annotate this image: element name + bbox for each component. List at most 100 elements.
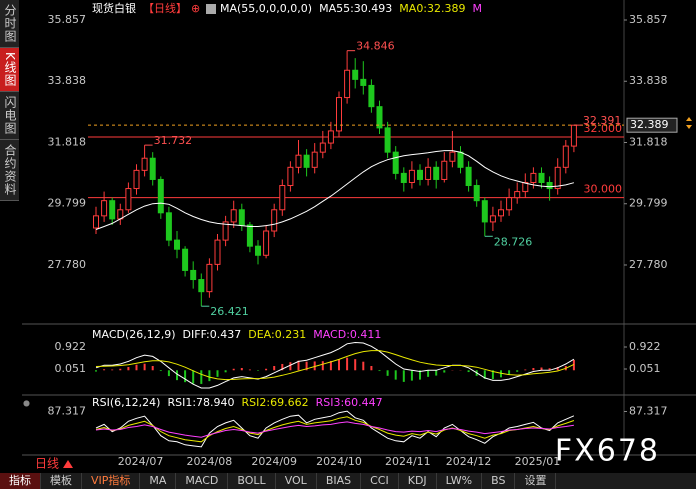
candle-body	[506, 197, 513, 211]
period-tab[interactable]: 日线	[35, 457, 59, 471]
candle-body	[368, 84, 375, 108]
candle-body	[489, 215, 496, 223]
candle-body	[101, 200, 108, 217]
series-line	[95, 416, 575, 443]
side-tab[interactable]: K线图	[0, 48, 19, 92]
candle-body	[546, 181, 553, 190]
dots: ●	[23, 399, 30, 408]
candle-body	[263, 230, 270, 256]
price-tag	[626, 117, 678, 133]
toolbar-item[interactable]: KDJ	[399, 473, 437, 489]
icon	[206, 4, 216, 14]
candle-body	[238, 209, 245, 226]
toolbar-item[interactable]: BS	[482, 473, 516, 489]
toolbar: 指标 模板 VIP指标 MA MACD BOLL VOL BIAS CCI KDJ LW% BS 设置	[0, 473, 696, 489]
toolbar-item[interactable]: BIAS	[317, 473, 362, 489]
candle-body	[182, 248, 189, 271]
candle-body	[530, 172, 537, 183]
annotation: 32.391	[583, 114, 622, 127]
sidebar: 分时图 K线图 闪电图 合约资料	[0, 0, 19, 201]
candle-body	[125, 188, 132, 211]
legend-entry: M	[473, 2, 483, 15]
candle-body	[295, 154, 302, 168]
candle-body	[408, 169, 415, 183]
side-tab[interactable]: 合约资料	[0, 139, 19, 201]
candle-body	[376, 106, 383, 129]
scroll-arrows[interactable]	[686, 117, 692, 129]
toolbar-item[interactable]: 指标	[0, 473, 41, 489]
toolbar-item[interactable]: MACD	[176, 473, 229, 489]
candle-body	[473, 185, 480, 202]
annotation: 34.846	[356, 40, 395, 53]
y-tick-label: 29.799	[48, 197, 87, 210]
candle-body	[279, 185, 286, 211]
candle-body	[384, 127, 391, 153]
candle-body	[206, 263, 213, 293]
legend-entry: RSI2:69.662	[242, 396, 309, 409]
legend-entry: DEA:0.231	[248, 328, 306, 341]
toolbar-item[interactable]: 模板	[41, 473, 82, 489]
annotation: 28.726	[494, 235, 533, 248]
series-line	[95, 341, 575, 389]
candle-body	[271, 209, 278, 232]
legend-entry: DIFF:0.437	[183, 328, 242, 341]
series-line	[95, 350, 575, 381]
toolbar-item[interactable]: VOL	[276, 473, 317, 489]
toolbar-item[interactable]: CCI	[361, 473, 399, 489]
price-tag-label: 32.389	[630, 118, 669, 131]
period: 【日线】	[143, 1, 187, 15]
legend-entry: MA55:30.493	[319, 2, 392, 15]
y-tick-label: 29.799	[629, 197, 668, 210]
candle-body	[360, 78, 367, 86]
candle-body	[149, 157, 156, 180]
toolbar-item[interactable]: LW%	[437, 473, 483, 489]
toolbar-item[interactable]: 设置	[515, 473, 557, 489]
y-tick-label: 35.857	[629, 13, 668, 26]
y-tick-label: 31.818	[629, 136, 668, 149]
series-line	[95, 410, 575, 448]
legend-entry: RSI1:78.940	[167, 396, 234, 409]
candle-body	[481, 200, 488, 223]
candle-body	[449, 151, 456, 162]
candle-body	[287, 166, 294, 187]
candle-body	[392, 151, 399, 174]
candle-body	[157, 178, 164, 214]
watermark: FX678	[555, 434, 660, 469]
toolbar-item[interactable]: BOLL	[228, 473, 276, 489]
annotation: 26.421	[210, 305, 249, 318]
x-tick-label: 2024/07	[118, 455, 164, 468]
candle-body	[498, 209, 504, 217]
side-tab[interactable]: 分时图	[0, 0, 19, 48]
candle-body	[246, 224, 253, 247]
toolbar-item[interactable]: VIP指标	[82, 473, 141, 489]
y-tick-label: 27.780	[48, 258, 87, 271]
toolbar-item[interactable]: MA	[140, 473, 177, 489]
panel-title: MACD(26,12,9)	[92, 328, 176, 341]
candle-body	[198, 279, 205, 293]
x-tick-label: 2024/10	[316, 455, 362, 468]
candle-body	[109, 200, 116, 220]
candle-body	[319, 142, 326, 153]
x-tick-label: 2024/11	[385, 455, 431, 468]
tab-arrow[interactable]	[63, 460, 73, 468]
candle-body	[433, 166, 440, 180]
x-tick-label: 2025/01	[515, 455, 561, 468]
series-line	[95, 421, 574, 438]
y-tick-label: 31.818	[48, 136, 87, 149]
candle-body	[255, 245, 261, 256]
y-tick-label: 0.051	[629, 362, 661, 375]
candle-body	[141, 157, 148, 171]
candle-body	[425, 166, 432, 180]
candle-body	[336, 97, 342, 132]
candle-body	[190, 269, 197, 281]
panel-title: 现货白银	[92, 1, 136, 15]
series-line	[95, 150, 575, 230]
candle-body	[327, 130, 334, 144]
candle-body	[417, 169, 423, 180]
y-tick-label: 27.780	[629, 258, 668, 271]
candle-body	[514, 191, 521, 199]
candle-body	[562, 145, 569, 168]
y-tick-label: 35.857	[48, 13, 87, 26]
side-tab[interactable]: 闪电图	[0, 91, 19, 140]
candle-body	[165, 212, 172, 241]
